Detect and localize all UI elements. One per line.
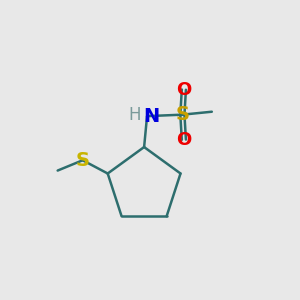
Text: S: S [176, 105, 189, 124]
Text: N: N [143, 106, 160, 126]
Text: O: O [176, 81, 191, 99]
Text: H: H [128, 106, 141, 124]
Text: S: S [76, 151, 90, 170]
Text: O: O [176, 131, 191, 149]
